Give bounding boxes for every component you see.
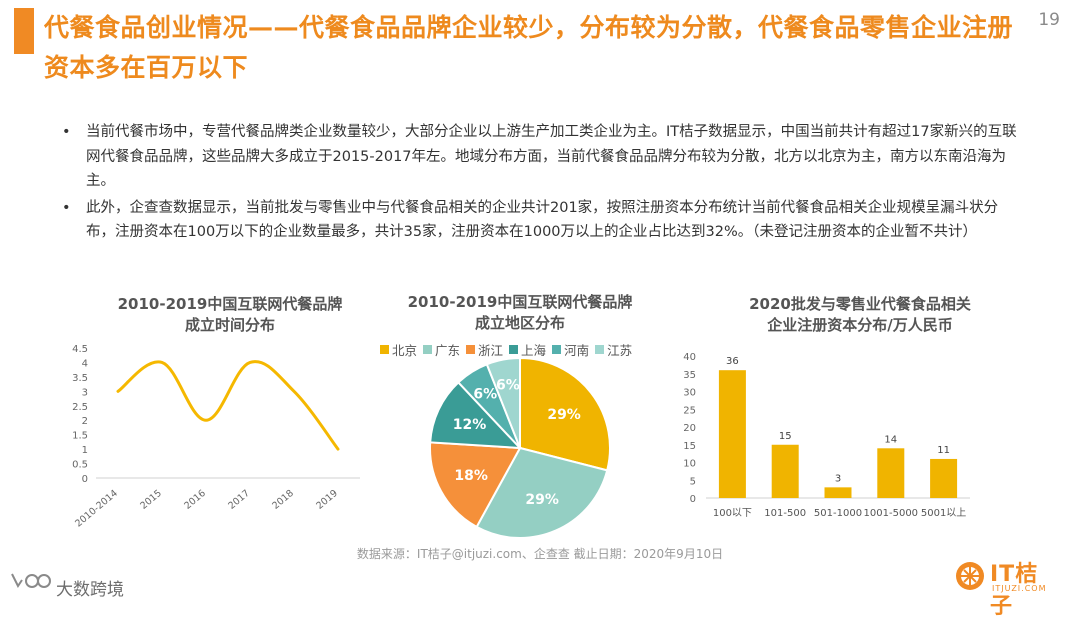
page-number: 19 <box>1038 10 1060 30</box>
title-accent-bar <box>14 8 34 54</box>
watermark-text: 大数跨境 <box>56 575 124 600</box>
brand-url: ITJUZI.COM <box>992 584 1047 593</box>
bar <box>825 487 852 498</box>
series-line <box>118 362 338 450</box>
x-tick-label: 2015 <box>138 488 164 512</box>
y-tick-label: 4 <box>82 358 88 369</box>
pie-chart-title: 2010-2019中国互联网代餐品牌 成立地区分布 <box>360 292 680 334</box>
legend-label: 北京 <box>392 340 417 359</box>
bar-value-label: 11 <box>937 445 950 456</box>
y-tick-label: 0 <box>82 474 88 485</box>
pie-chart: 29% 29% 18% 12% 6%6% <box>420 356 620 546</box>
x-tick-label: 501-1000 <box>814 508 862 519</box>
bar-chart-title-line1: 2020批发与零售业代餐食品相关 <box>700 294 1020 315</box>
bullet-text: 当前代餐市场中，专营代餐品牌类企业数量较少，大部分企业以上游生产加工类企业为主。… <box>86 124 1017 189</box>
bar <box>877 448 904 498</box>
bar-value-label: 14 <box>884 434 897 445</box>
y-tick-label: 2.5 <box>72 402 88 413</box>
bullet-text: 此外，企查查数据显示，当前批发与零售业中与代餐食品相关的企业共计201家，按照注… <box>86 200 998 241</box>
pie-slice-label: 6% <box>496 377 520 393</box>
pie-slice-label: 12% <box>453 417 487 433</box>
y-tick-label: 2 <box>82 416 88 427</box>
y-tick-label: 3 <box>82 387 88 398</box>
pie-chart-title-line1: 2010-2019中国互联网代餐品牌 <box>360 292 680 313</box>
pie-chart-title-line2: 成立地区分布 <box>360 313 680 334</box>
line-chart-title-line2: 成立时间分布 <box>70 315 390 336</box>
y-tick-label: 35 <box>683 370 696 381</box>
page-title: 代餐食品创业情况——代餐食品品牌企业较少，分布较为分散，代餐食品零售企业注册资本… <box>44 8 1024 88</box>
brand-logo: IT桔子 ITJUZI.COM <box>954 556 1054 600</box>
legend-swatch <box>552 345 561 354</box>
legend-swatch <box>423 345 432 354</box>
x-tick-label: 100以下 <box>713 508 752 519</box>
x-tick-label: 101-500 <box>764 508 806 519</box>
bar-value-label: 15 <box>779 431 792 442</box>
x-tick-label: 2010-2014 <box>73 488 120 530</box>
y-tick-label: 4.5 <box>72 344 88 355</box>
pie-slice-label: 29% <box>525 492 559 508</box>
bar-chart-title: 2020批发与零售业代餐食品相关 企业注册资本分布/万人民币 <box>700 294 1020 336</box>
y-tick-label: 15 <box>683 441 696 452</box>
line-chart-title: 2010-2019中国互联网代餐品牌 成立时间分布 <box>70 294 390 336</box>
bullet-item: • 此外，企查查数据显示，当前批发与零售业中与代餐食品相关的企业共计201家，按… <box>58 196 1018 245</box>
pie-slice-label: 29% <box>547 407 581 423</box>
bar <box>719 370 746 498</box>
legend-swatch <box>380 345 389 354</box>
pie-slice-label: 18% <box>454 468 488 484</box>
y-tick-label: 0 <box>690 494 696 505</box>
y-tick-label: 1.5 <box>72 431 88 442</box>
y-tick-label: 10 <box>683 459 696 470</box>
bullet-list: • 当前代餐市场中，专营代餐品牌类企业数量较少，大部分企业以上游生产加工类企业为… <box>58 120 1018 247</box>
orange-icon <box>954 560 986 592</box>
x-tick-label: 2017 <box>226 488 252 512</box>
pie-slice-label: 6% <box>473 386 497 402</box>
y-tick-label: 3.5 <box>72 373 88 384</box>
x-tick-label: 5001以上 <box>921 507 966 519</box>
y-tick-label: 0.5 <box>72 460 88 471</box>
x-tick-label: 2016 <box>182 488 208 512</box>
y-tick-label: 20 <box>683 423 696 434</box>
y-tick-label: 1 <box>82 445 88 456</box>
bar <box>930 459 957 498</box>
legend-swatch <box>466 345 475 354</box>
x-tick-label: 2019 <box>314 488 340 512</box>
x-tick-label: 1001-5000 <box>864 508 919 519</box>
bar-chart: 0 5 10 15 20 25 30 35 40 36 100以下 15 101-500 3 501-100… <box>680 340 1000 530</box>
bullet-dot: • <box>62 196 71 221</box>
x-tick-label: 2018 <box>270 488 296 512</box>
legend-swatch <box>509 345 518 354</box>
bar-value-label: 3 <box>835 473 841 484</box>
y-tick-label: 40 <box>683 352 696 363</box>
y-tick-label: 30 <box>683 388 696 399</box>
watermark-logo-icon <box>8 570 52 597</box>
legend-item: 北京 <box>380 340 417 359</box>
y-tick-label: 5 <box>690 476 696 487</box>
source-note: 数据来源：IT桔子@itjuzi.com、企查查 截止日期：2020年9月10日 <box>0 545 1080 562</box>
legend-swatch <box>595 345 604 354</box>
bar <box>772 445 799 498</box>
bar-value-label: 36 <box>726 356 739 367</box>
y-tick-label: 25 <box>683 405 696 416</box>
line-chart-title-line1: 2010-2019中国互联网代餐品牌 <box>70 294 390 315</box>
bullet-dot: • <box>62 120 71 145</box>
bullet-item: • 当前代餐市场中，专营代餐品牌类企业数量较少，大部分企业以上游生产加工类企业为… <box>58 120 1018 194</box>
bar-chart-title-line2: 企业注册资本分布/万人民币 <box>700 315 1020 336</box>
